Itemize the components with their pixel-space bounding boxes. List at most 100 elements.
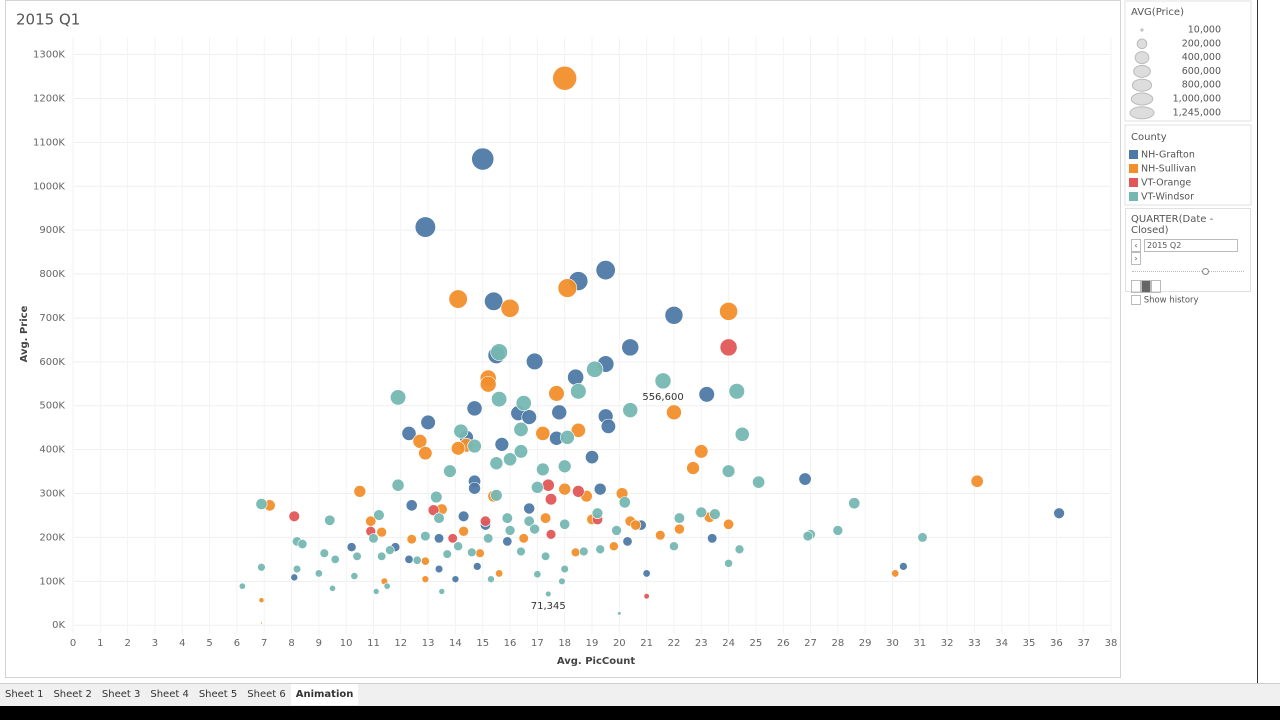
history-label[interactable]: Show history bbox=[1143, 295, 1199, 306]
bubble bbox=[433, 512, 445, 524]
bubble bbox=[698, 386, 715, 403]
bubble bbox=[798, 472, 812, 486]
bubble bbox=[719, 338, 738, 357]
quarter-dropdown[interactable]: 2015 Q2 bbox=[1144, 239, 1239, 252]
bottom-strip bbox=[0, 706, 1280, 720]
bubble bbox=[421, 575, 430, 583]
y-tick-label: 1200K bbox=[33, 93, 65, 104]
bubble bbox=[451, 575, 460, 583]
bubble bbox=[536, 462, 550, 477]
bubble bbox=[734, 426, 750, 442]
bubble bbox=[595, 260, 616, 281]
size-legend-label: 600,000 bbox=[1182, 66, 1221, 77]
x-tick-label: 23 bbox=[695, 638, 708, 649]
bubble bbox=[570, 383, 587, 400]
sheet-tab[interactable]: Sheet 5 bbox=[198, 689, 238, 700]
bubble bbox=[802, 530, 813, 542]
x-tick-label: 30 bbox=[886, 638, 899, 649]
y-tick-label: 800K bbox=[39, 269, 65, 280]
playback-stop[interactable] bbox=[1141, 280, 1151, 293]
bubble bbox=[622, 536, 633, 547]
x-tick-label: 21 bbox=[640, 638, 653, 649]
bubble bbox=[559, 518, 571, 530]
color-legend-swatch bbox=[1129, 192, 1138, 201]
x-tick-label: 22 bbox=[668, 638, 681, 649]
bubble bbox=[611, 525, 622, 536]
bubble bbox=[494, 437, 510, 452]
bubble bbox=[570, 547, 581, 558]
grid bbox=[72, 37, 1112, 634]
y-tick-label: 700K bbox=[39, 313, 65, 324]
bubble bbox=[467, 438, 482, 454]
bubble bbox=[438, 588, 446, 595]
slider-thumb[interactable] bbox=[1202, 268, 1209, 275]
sheet-tab[interactable]: Sheet 1 bbox=[5, 689, 44, 700]
next-button[interactable]: › bbox=[1131, 252, 1141, 265]
sheet-tab[interactable]: Sheet 6 bbox=[247, 689, 286, 700]
bubble bbox=[734, 544, 745, 555]
sheet-tab[interactable]: Sheet 2 bbox=[53, 689, 92, 700]
bubble bbox=[669, 541, 679, 552]
bubble bbox=[442, 549, 452, 559]
x-tick-label: 11 bbox=[367, 638, 380, 649]
bubble bbox=[570, 422, 586, 438]
bubble bbox=[292, 564, 302, 574]
prev-button[interactable]: ‹ bbox=[1131, 239, 1141, 252]
bubble bbox=[390, 389, 407, 406]
bubble bbox=[608, 541, 619, 552]
bubble bbox=[238, 582, 246, 590]
bubble bbox=[453, 541, 464, 552]
playback-back[interactable] bbox=[1131, 280, 1141, 293]
x-tick-label: 10 bbox=[340, 638, 353, 649]
x-tick-label: 4 bbox=[179, 638, 185, 649]
slider[interactable] bbox=[1132, 268, 1244, 275]
bubble bbox=[484, 291, 504, 311]
bubble bbox=[501, 512, 513, 524]
x-tick-label: 7 bbox=[261, 638, 267, 649]
filter-title: QUARTER(Date - Closed) bbox=[1131, 214, 1214, 236]
bubble bbox=[593, 482, 607, 496]
y-tick-label: 1000K bbox=[33, 181, 65, 192]
y-axis-label: Avg. Price bbox=[19, 305, 30, 362]
bubble bbox=[832, 525, 844, 536]
bubble bbox=[591, 507, 604, 520]
sheet-tabs: Sheet 1 Sheet 2 Sheet 3 Sheet 4 Sheet 5 Sheet… bbox=[0, 683, 1280, 707]
color-legend-label: VT-Orange bbox=[1141, 178, 1191, 189]
bubble bbox=[541, 551, 551, 561]
x-tick-label: 26 bbox=[777, 638, 790, 649]
bubble bbox=[709, 508, 721, 520]
bubble bbox=[707, 533, 718, 544]
bubble bbox=[414, 216, 436, 238]
playback-play[interactable] bbox=[1151, 280, 1161, 293]
history-checkbox[interactable] bbox=[1131, 295, 1141, 305]
x-tick-label: 20 bbox=[613, 638, 626, 649]
size-legend-title: AVG(Price) bbox=[1131, 7, 1184, 18]
sheet-tab[interactable]: Sheet 4 bbox=[150, 689, 189, 700]
x-tick-label: 24 bbox=[722, 638, 735, 649]
bubble bbox=[1053, 507, 1065, 520]
bubble bbox=[427, 504, 440, 517]
bubble bbox=[674, 523, 685, 535]
bubble bbox=[513, 421, 529, 437]
bubble bbox=[557, 278, 578, 298]
bubble bbox=[490, 343, 508, 361]
bubble bbox=[558, 482, 571, 496]
edge bbox=[1257, 0, 1258, 706]
bubble bbox=[622, 402, 639, 418]
x-tick-label: 0 bbox=[70, 638, 76, 649]
bubble bbox=[673, 512, 686, 524]
bubble bbox=[504, 525, 516, 536]
bubble bbox=[723, 518, 735, 530]
bubble bbox=[899, 562, 908, 571]
bubble bbox=[373, 509, 385, 521]
sheet-tab[interactable]: Sheet 3 bbox=[101, 689, 141, 700]
sheet-tab[interactable]: Animation bbox=[290, 684, 359, 705]
size-legend-label: 400,000 bbox=[1182, 52, 1221, 63]
bubble bbox=[724, 558, 733, 568]
color-legend-label: NH-Grafton bbox=[1141, 150, 1195, 161]
bubble bbox=[531, 481, 544, 494]
size-legend-box bbox=[1124, 0, 1252, 122]
x-tick-label: 31 bbox=[913, 638, 926, 649]
bubble bbox=[258, 597, 265, 604]
bubble bbox=[443, 464, 457, 478]
